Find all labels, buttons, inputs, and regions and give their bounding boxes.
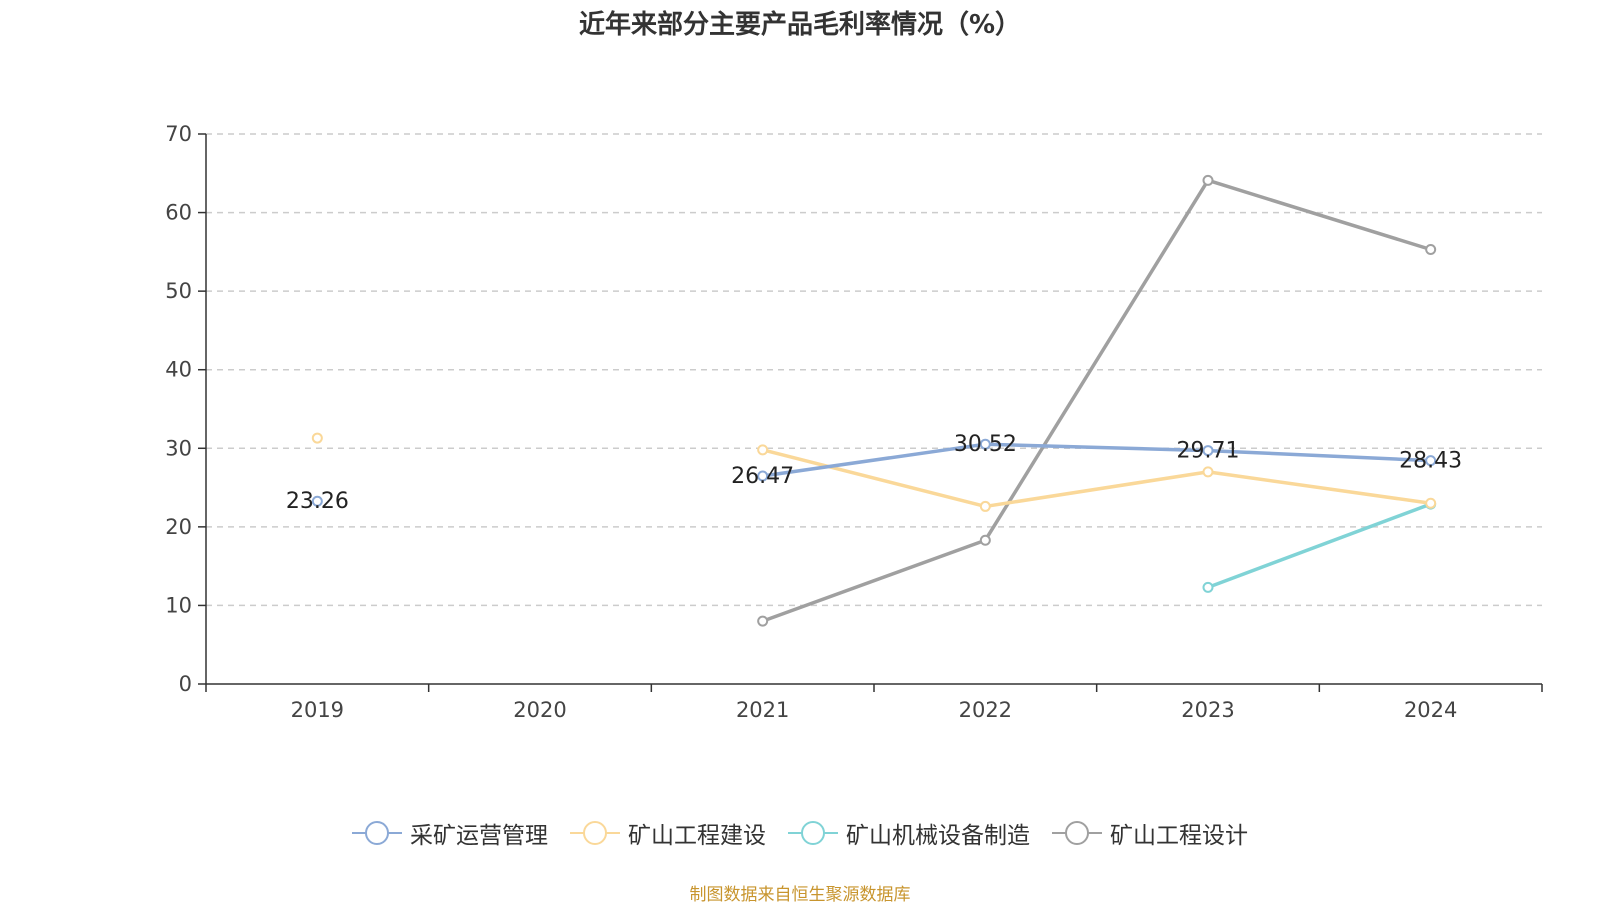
legend: 采矿运营管理 矿山工程建设 矿山机械设备制造 矿山工程设计	[0, 816, 1600, 850]
series-3-point-2023	[1202, 174, 1214, 186]
data-label-0-2024: 28.43	[1399, 449, 1462, 474]
chart-title: 近年来部分主要产品毛利率情况（%）	[578, 10, 1022, 40]
series-0-point-2022	[979, 438, 991, 450]
series-1-point-2023	[1202, 466, 1214, 478]
series-lines	[311, 174, 1437, 627]
legend-label: 矿山工程设计	[1110, 823, 1248, 849]
legend-marker-icon	[352, 820, 402, 846]
y-tick-label-10: 10	[165, 593, 192, 617]
grid-lines	[206, 133, 1542, 607]
data-label-0-2021: 26.47	[731, 464, 794, 489]
series-3-point-2024	[1425, 244, 1437, 255]
legend-item-2[interactable]: 矿山机械设备制造	[788, 816, 1030, 850]
series-1-point-2019	[311, 432, 323, 444]
legend-label: 矿山工程建设	[628, 823, 766, 849]
y-tick-label-0: 0	[179, 672, 192, 696]
x-tick-label-2022: 2022	[959, 698, 1012, 722]
series-line-3	[762, 178, 1432, 623]
x-tick-label-2023: 2023	[1181, 698, 1234, 722]
y-tick-label-50: 50	[165, 279, 192, 303]
data-label-0-2022: 30.52	[954, 432, 1017, 457]
y-tick-label-70: 70	[165, 122, 192, 146]
y-tick-label-30: 30	[165, 436, 192, 460]
series-line-2	[1207, 502, 1432, 589]
series-0-point-2023	[1202, 445, 1214, 457]
legend-label: 采矿运营管理	[410, 823, 548, 849]
legend-item-3[interactable]: 矿山工程设计	[1052, 816, 1248, 850]
x-tick-label-2020: 2020	[513, 698, 566, 722]
data-labels: 23.26 26.47 30.52 29.71 28.43	[286, 432, 1462, 514]
series-3-point-2021	[757, 615, 769, 627]
legend-marker-icon	[1052, 820, 1102, 846]
series-1-point-2022	[979, 500, 991, 512]
x-tick-label-2019: 2019	[291, 698, 344, 722]
series-3-point-2022	[979, 534, 991, 546]
legend-marker-icon	[570, 820, 620, 846]
y-tick-label-40: 40	[165, 358, 192, 382]
series-line-1	[762, 448, 1431, 509]
series-1-point-2021	[757, 444, 769, 456]
data-source-note: 制图数据来自恒生聚源数据库	[689, 885, 911, 905]
series-2-point-2023	[1202, 581, 1214, 593]
series-0-point-2019	[311, 495, 323, 507]
series-line-0	[762, 442, 1431, 478]
data-label-0-2023: 29.71	[1177, 439, 1240, 464]
y-tick-label-60: 60	[165, 201, 192, 225]
y-tick-label-20: 20	[165, 515, 192, 539]
x-tick-label-2024: 2024	[1404, 698, 1457, 722]
legend-label: 矿山机械设备制造	[846, 823, 1030, 849]
axes: 0 10 20 30 40 50 60 70 2019 2020 2021 2022 2023 2024	[165, 122, 1543, 722]
series-0-point-2021	[757, 470, 769, 482]
x-tick-label-2021: 2021	[736, 698, 789, 722]
legend-item-1[interactable]: 矿山工程建设	[570, 816, 766, 850]
series-1-point-2024	[1425, 497, 1437, 509]
data-label-0-2019: 23.26	[286, 489, 349, 514]
legend-marker-icon	[788, 820, 838, 846]
legend-item-0[interactable]: 采矿运营管理	[352, 816, 548, 850]
series-0-point-2024	[1425, 455, 1437, 467]
